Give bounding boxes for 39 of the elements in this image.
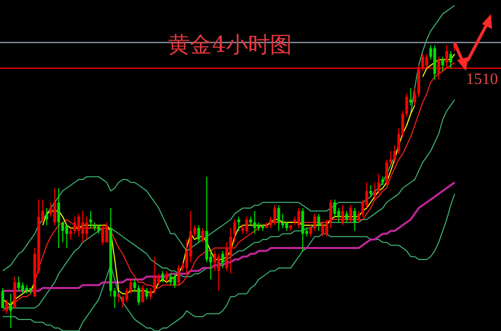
candlestick <box>197 224 200 243</box>
candlestick <box>85 216 88 240</box>
candlestick <box>273 204 276 226</box>
candlestick <box>69 228 72 240</box>
candlestick <box>245 216 248 234</box>
candlestick <box>325 219 328 238</box>
candlestick <box>277 204 280 232</box>
candlestick <box>321 222 324 238</box>
candlestick <box>349 204 352 223</box>
candlestick <box>441 56 444 72</box>
candlestick <box>81 210 84 243</box>
candlestick <box>333 199 336 218</box>
candlestick <box>233 219 236 243</box>
candlestick <box>369 184 372 198</box>
candlestick <box>9 293 12 328</box>
candlestick <box>389 150 392 166</box>
candlestick <box>409 88 412 106</box>
candlestick <box>437 56 440 80</box>
candlestick <box>301 208 304 252</box>
candlestick <box>177 264 180 286</box>
candlestick <box>137 284 140 306</box>
candlestick <box>89 210 92 229</box>
candlestick <box>341 204 344 226</box>
candlestick <box>141 284 144 303</box>
candlestick <box>101 224 104 246</box>
text: 1510 <box>466 71 498 88</box>
candlestick <box>105 222 108 243</box>
candlestick <box>237 216 240 232</box>
candlestick <box>405 93 408 118</box>
candlestick <box>21 282 24 294</box>
candlestick <box>309 224 312 238</box>
candlestick <box>353 208 356 232</box>
candlestick <box>445 44 448 69</box>
candlestick <box>77 213 80 238</box>
candlestick <box>65 224 68 249</box>
candlestick <box>313 213 316 232</box>
candlestick <box>153 256 156 294</box>
candlestick <box>169 273 172 286</box>
candlestick <box>217 253 220 292</box>
